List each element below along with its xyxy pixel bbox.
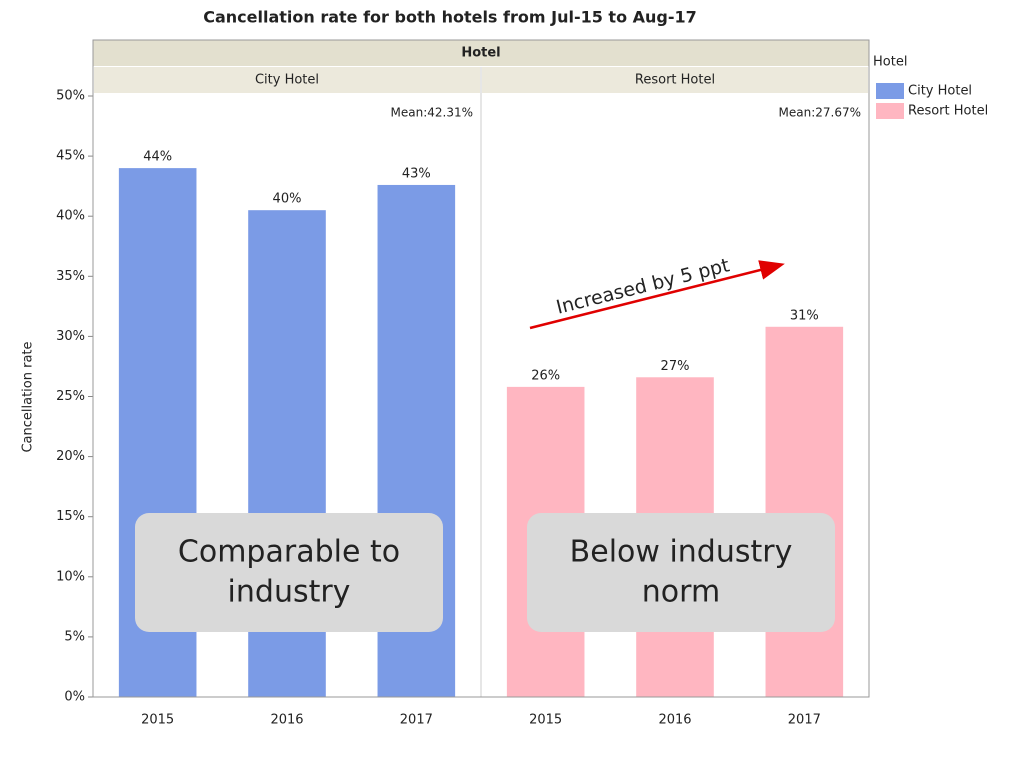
facet-panel-header — [482, 67, 868, 93]
x-tick-label: 2015 — [529, 713, 562, 728]
facet-header — [93, 40, 869, 66]
y-tick-label: 30% — [56, 329, 85, 344]
x-tick-label: 2016 — [270, 713, 303, 728]
y-tick-label: 10% — [56, 569, 85, 584]
x-tick-label: 2015 — [141, 713, 174, 728]
callout-text: Below industry — [570, 535, 793, 570]
value-label: 40% — [273, 192, 302, 207]
callout-text: Comparable to — [178, 535, 400, 570]
mean-label: Mean:27.67% — [779, 106, 862, 120]
facet-panel-label: Resort Hotel — [635, 73, 715, 88]
facet-panel-header — [94, 67, 480, 93]
y-tick-label: 5% — [64, 629, 85, 644]
value-label: 43% — [402, 166, 431, 181]
x-tick-label: 2016 — [658, 713, 691, 728]
callout-text: norm — [642, 575, 720, 610]
callout-box — [527, 513, 835, 632]
y-tick-label: 15% — [56, 509, 85, 524]
value-label: 44% — [143, 150, 172, 165]
plot-frame — [92, 39, 870, 698]
y-tick-label: 35% — [56, 269, 85, 284]
y-tick-label: 20% — [56, 449, 85, 464]
y-tick-label: 0% — [64, 690, 85, 705]
legend-swatch — [876, 103, 904, 119]
y-tick-label: 45% — [56, 149, 85, 164]
y-tick-label: 40% — [56, 209, 85, 224]
chart-title: Cancellation rate for both hotels from J… — [203, 8, 697, 27]
value-label: 27% — [661, 359, 690, 374]
x-tick-label: 2017 — [400, 713, 433, 728]
y-tick-label: 25% — [56, 389, 85, 404]
legend-label: City Hotel — [908, 84, 972, 99]
facet-panel-label: City Hotel — [255, 73, 319, 88]
trend-annotation: Increased by 5 ppt — [554, 254, 732, 318]
x-tick-label: 2017 — [788, 713, 821, 728]
y-tick-label: 50% — [56, 89, 85, 104]
facet-header-label: Hotel — [461, 46, 500, 61]
mean-label: Mean:42.31% — [391, 106, 474, 120]
legend-title: Hotel — [873, 55, 907, 70]
y-axis-label: Cancellation rate — [21, 341, 36, 452]
callout-box — [135, 513, 443, 632]
legend-swatch — [876, 83, 904, 99]
value-label: 26% — [531, 368, 560, 383]
value-label: 31% — [790, 308, 819, 323]
bar — [765, 326, 844, 697]
callout-text: industry — [228, 575, 351, 610]
trend-arrow — [529, 260, 785, 330]
legend-label: Resort Hotel — [908, 104, 988, 119]
